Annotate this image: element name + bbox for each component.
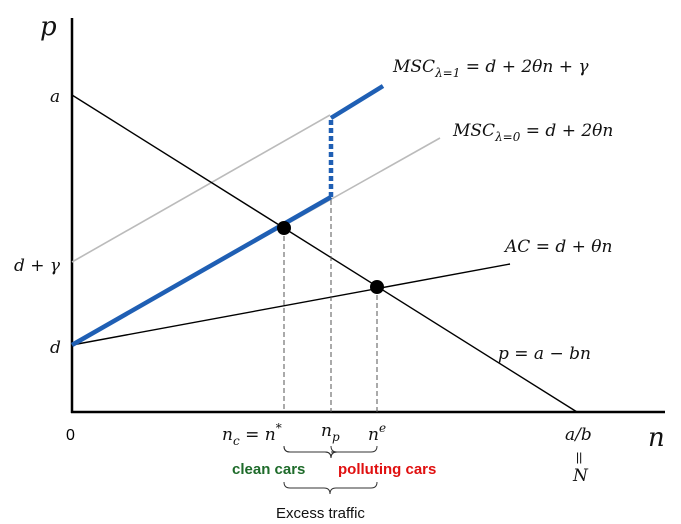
y-axis-label: p xyxy=(40,12,57,42)
excess-traffic-label: Excess traffic xyxy=(276,505,365,522)
equals-sign: || xyxy=(576,450,582,464)
demand-label: p = a − bn xyxy=(498,344,591,364)
demand-line xyxy=(71,94,578,413)
ac-label: AC = d + θn xyxy=(503,237,612,257)
x-axis-label: n xyxy=(648,423,665,453)
ac-line xyxy=(71,263,511,346)
brace xyxy=(283,445,338,459)
x-label: N xyxy=(572,466,589,486)
msc1-line xyxy=(71,114,331,263)
origin-label: 0 xyxy=(66,427,75,444)
msc-blue-low xyxy=(70,195,333,347)
polluting-cars-label: polluting cars xyxy=(338,461,436,478)
msc1-label: MSCλ=1 = d + 2θn + γ xyxy=(392,57,589,80)
y-label: d + γ xyxy=(14,256,61,276)
msc0-label: MSCλ=0 = d + 2θn xyxy=(452,121,613,144)
x-label: np xyxy=(321,421,340,444)
msc-blue-high xyxy=(329,84,385,120)
x-label: nc = n* xyxy=(222,421,282,448)
brace xyxy=(330,445,378,453)
x-label: ne xyxy=(368,421,386,445)
y-label: d xyxy=(50,338,61,358)
clean-cars-label: clean cars xyxy=(232,461,305,478)
optimum-point xyxy=(277,221,291,235)
y-label: a xyxy=(50,87,60,107)
brace xyxy=(283,481,378,495)
x-label: a/b xyxy=(565,425,592,445)
equilibrium-point xyxy=(370,280,384,294)
